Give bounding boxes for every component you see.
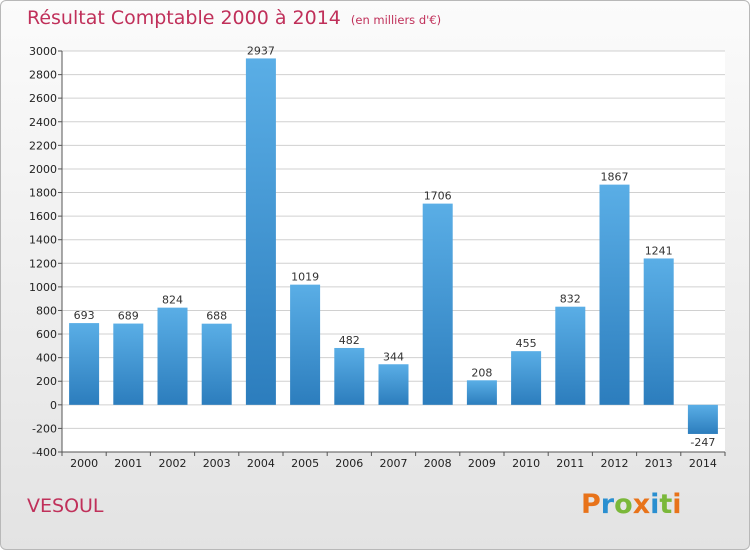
- y-tick-label: 0: [50, 399, 57, 412]
- y-tick-label: 2400: [29, 116, 57, 129]
- y-tick-label: 800: [36, 304, 57, 317]
- x-tick-label: 2010: [512, 457, 540, 470]
- data-label: 824: [162, 294, 183, 307]
- data-label: -247: [690, 436, 715, 449]
- logo-letter: r: [600, 489, 615, 520]
- y-tick-label: 1600: [29, 210, 57, 223]
- bar: [157, 307, 188, 405]
- logo-letter: P: [581, 489, 601, 520]
- y-tick-label: 2000: [29, 163, 57, 176]
- data-label: 832: [560, 293, 581, 306]
- data-label: 1706: [424, 190, 452, 203]
- x-tick-label: 2014: [689, 457, 717, 470]
- bar: [334, 347, 365, 405]
- x-tick-label: 2012: [601, 457, 629, 470]
- y-tick-label: 1000: [29, 281, 57, 294]
- data-label: 1241: [645, 244, 673, 257]
- proxiti-logo: Proxiti: [581, 489, 682, 520]
- x-tick-label: 2013: [645, 457, 673, 470]
- bar: [555, 306, 586, 405]
- chart-title: Résultat Comptable 2000 à 2014 (en millie…: [27, 7, 441, 29]
- bar: [599, 184, 630, 405]
- bar: [69, 323, 100, 405]
- y-tick-label: 1200: [29, 257, 57, 270]
- y-tick-label: 2800: [29, 69, 57, 82]
- bar: [687, 404, 718, 434]
- x-tick-label: 2007: [380, 457, 408, 470]
- data-label: 344: [383, 350, 404, 363]
- data-label: 1867: [601, 171, 629, 184]
- bar: [466, 380, 497, 405]
- logo-letter: i: [672, 489, 682, 520]
- y-tick-label: 1800: [29, 187, 57, 200]
- city-name: VESOUL: [27, 495, 104, 517]
- data-label: 455: [516, 337, 537, 350]
- data-label: 2937: [247, 44, 275, 57]
- bar: [245, 58, 276, 405]
- x-tick-label: 2009: [468, 457, 496, 470]
- y-tick-label: 3000: [29, 45, 57, 58]
- x-tick-label: 2011: [556, 457, 584, 470]
- chart-title-text: Résultat Comptable 2000 à 2014: [27, 7, 341, 29]
- x-tick-label: 2008: [424, 457, 452, 470]
- x-tick-label: 2006: [335, 457, 363, 470]
- bar: [378, 364, 409, 405]
- bar: [290, 284, 321, 405]
- data-label: 689: [118, 310, 139, 323]
- x-tick-label: 2001: [114, 457, 142, 470]
- x-tick-label: 2005: [291, 457, 319, 470]
- bar: [201, 323, 232, 405]
- y-tick-label: 600: [36, 328, 57, 341]
- y-tick-label: -200: [32, 422, 57, 435]
- data-label: 208: [471, 366, 492, 379]
- data-label: 1019: [291, 271, 319, 284]
- data-label: 688: [206, 310, 227, 323]
- x-tick-label: 2003: [203, 457, 231, 470]
- y-tick-label: 2200: [29, 139, 57, 152]
- y-tick-label: 1400: [29, 234, 57, 247]
- logo-letter: t: [659, 489, 673, 520]
- x-tick-label: 2004: [247, 457, 275, 470]
- y-tick-label: 200: [36, 375, 57, 388]
- logo-letter: i: [650, 489, 660, 520]
- x-tick-label: 2002: [159, 457, 187, 470]
- y-tick-label: -400: [32, 446, 57, 459]
- bar: [422, 203, 453, 405]
- x-tick-label: 2000: [70, 457, 98, 470]
- data-label: 693: [74, 309, 95, 322]
- y-tick-label: 400: [36, 352, 57, 365]
- bar: [511, 351, 542, 405]
- data-label: 482: [339, 334, 360, 347]
- bar: [643, 258, 674, 405]
- bar: [113, 323, 144, 405]
- chart-unit: (en milliers d'€): [350, 13, 442, 27]
- logo-letter: x: [632, 489, 651, 520]
- y-tick-label: 2600: [29, 92, 57, 105]
- logo-letter: o: [614, 489, 633, 520]
